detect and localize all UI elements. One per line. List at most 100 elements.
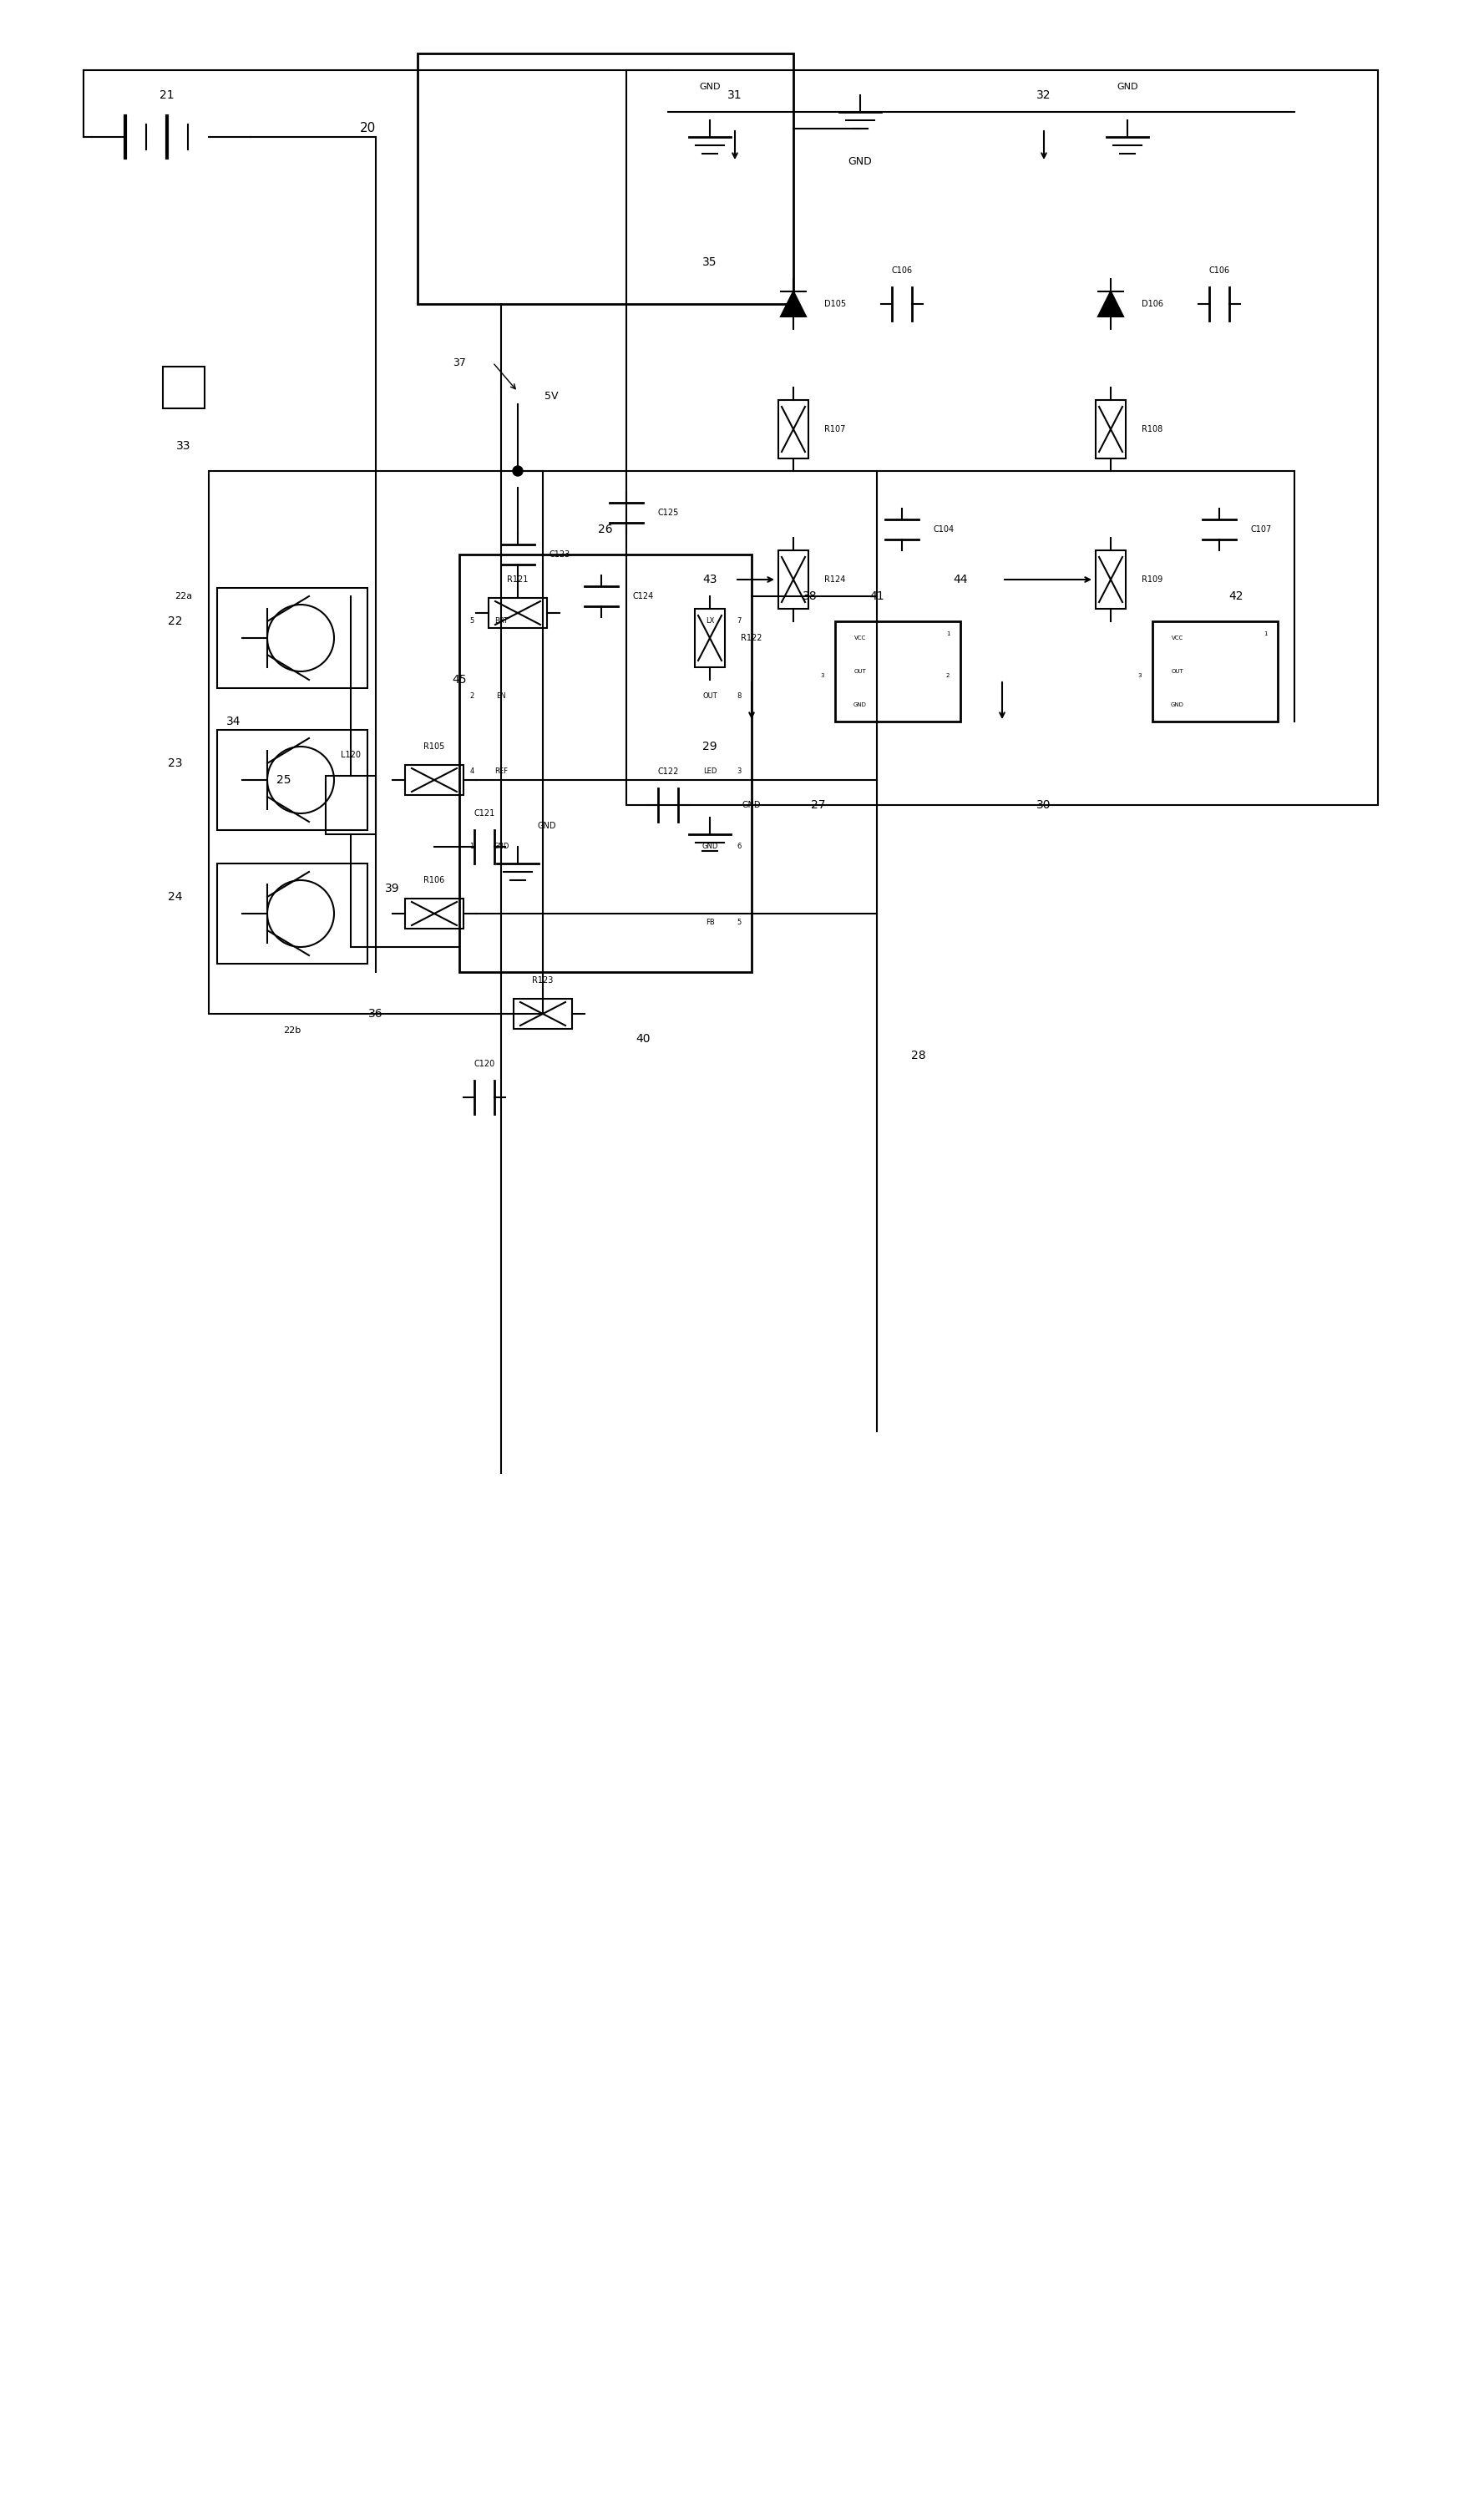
Text: GND: GND — [742, 800, 761, 808]
Text: 22: 22 — [168, 617, 183, 627]
Text: GND: GND — [702, 843, 718, 851]
Bar — [405, 765, 463, 795]
Text: GND: GND — [849, 156, 873, 169]
Text: C122: C122 — [657, 768, 678, 775]
Text: 45: 45 — [453, 675, 466, 685]
Bar — [460, 554, 751, 972]
Bar — [209, 471, 543, 1014]
Text: OUT: OUT — [853, 670, 867, 675]
Text: 6: 6 — [738, 843, 742, 851]
Bar — [778, 551, 809, 609]
Text: D105: D105 — [824, 300, 846, 307]
Text: 1: 1 — [945, 632, 950, 637]
Text: C124: C124 — [632, 591, 653, 602]
Bar — [488, 599, 548, 629]
Text: 3: 3 — [821, 672, 825, 677]
Text: 23: 23 — [168, 758, 183, 770]
Text: 3: 3 — [1138, 672, 1141, 677]
Text: OUT: OUT — [702, 692, 717, 700]
Text: R122: R122 — [741, 634, 763, 642]
Text: 25: 25 — [276, 775, 291, 785]
Text: 20: 20 — [359, 123, 375, 136]
Text: 29: 29 — [702, 740, 717, 753]
Text: GND: GND — [853, 702, 867, 707]
Text: BRT: BRT — [494, 617, 508, 624]
Text: R123: R123 — [533, 977, 554, 984]
Text: C125: C125 — [657, 508, 678, 516]
Text: 33: 33 — [177, 440, 191, 451]
Bar — [405, 899, 463, 929]
Text: 27: 27 — [812, 800, 825, 810]
Bar — [163, 367, 205, 408]
Text: 22b: 22b — [283, 1027, 301, 1034]
Text: C121: C121 — [473, 808, 494, 818]
Text: C106: C106 — [1209, 267, 1230, 274]
Text: GND: GND — [1117, 83, 1138, 91]
Bar — [217, 863, 368, 964]
Text: R106: R106 — [424, 876, 445, 883]
Text: LX: LX — [705, 617, 714, 624]
Text: 26: 26 — [598, 524, 613, 536]
Text: 8: 8 — [738, 692, 742, 700]
Text: GND: GND — [493, 843, 509, 851]
Text: OUT: OUT — [1171, 670, 1184, 675]
Text: LED: LED — [703, 768, 717, 775]
Text: GND: GND — [537, 821, 556, 831]
Text: 32: 32 — [1037, 91, 1051, 101]
Text: R107: R107 — [825, 425, 846, 433]
Text: 22a: 22a — [175, 591, 193, 602]
Text: 2: 2 — [945, 672, 950, 677]
Text: C106: C106 — [892, 267, 913, 274]
Text: EN: EN — [496, 692, 506, 700]
Text: C120: C120 — [473, 1060, 494, 1067]
Bar — [778, 400, 809, 458]
Polygon shape — [1098, 292, 1123, 317]
Text: R105: R105 — [423, 743, 445, 750]
Bar — [217, 730, 368, 831]
Text: 34: 34 — [227, 715, 240, 727]
Bar — [1095, 400, 1126, 458]
Bar — [325, 775, 375, 833]
Text: 7: 7 — [738, 617, 742, 624]
Bar — [217, 589, 368, 687]
Text: 30: 30 — [1037, 800, 1051, 810]
Text: 1: 1 — [1263, 632, 1267, 637]
Text: R121: R121 — [508, 576, 528, 584]
Bar — [626, 70, 1379, 805]
Text: 40: 40 — [635, 1032, 650, 1045]
Text: 5: 5 — [469, 617, 473, 624]
Text: 31: 31 — [727, 91, 742, 101]
Text: D106: D106 — [1141, 300, 1163, 307]
Text: 5V: 5V — [545, 390, 558, 400]
Text: C107: C107 — [1251, 526, 1272, 534]
Text: 4: 4 — [469, 768, 473, 775]
Text: C123: C123 — [549, 551, 570, 559]
Text: 5: 5 — [738, 919, 742, 926]
Bar — [695, 609, 724, 667]
Text: 1: 1 — [469, 843, 473, 851]
Bar — [835, 622, 960, 722]
Text: 3: 3 — [738, 768, 742, 775]
Polygon shape — [781, 292, 806, 317]
Text: 37: 37 — [453, 357, 466, 367]
Circle shape — [513, 466, 522, 476]
Text: C104: C104 — [933, 526, 954, 534]
Text: 38: 38 — [803, 591, 818, 602]
Text: 21: 21 — [160, 91, 175, 101]
Bar — [1095, 551, 1126, 609]
Text: REF: REF — [494, 768, 508, 775]
Text: L120: L120 — [341, 750, 361, 760]
Bar — [513, 999, 571, 1029]
Text: 2: 2 — [469, 692, 473, 700]
Text: 35: 35 — [702, 257, 717, 269]
Text: 42: 42 — [1229, 591, 1244, 602]
Text: 39: 39 — [386, 883, 399, 894]
Text: 44: 44 — [953, 574, 968, 586]
Text: R124: R124 — [825, 576, 846, 584]
Text: 36: 36 — [368, 1007, 383, 1019]
Text: 24: 24 — [168, 891, 183, 904]
Text: R108: R108 — [1141, 425, 1163, 433]
Text: GND: GND — [1171, 702, 1184, 707]
Text: 41: 41 — [870, 591, 884, 602]
Text: 43: 43 — [702, 574, 717, 586]
